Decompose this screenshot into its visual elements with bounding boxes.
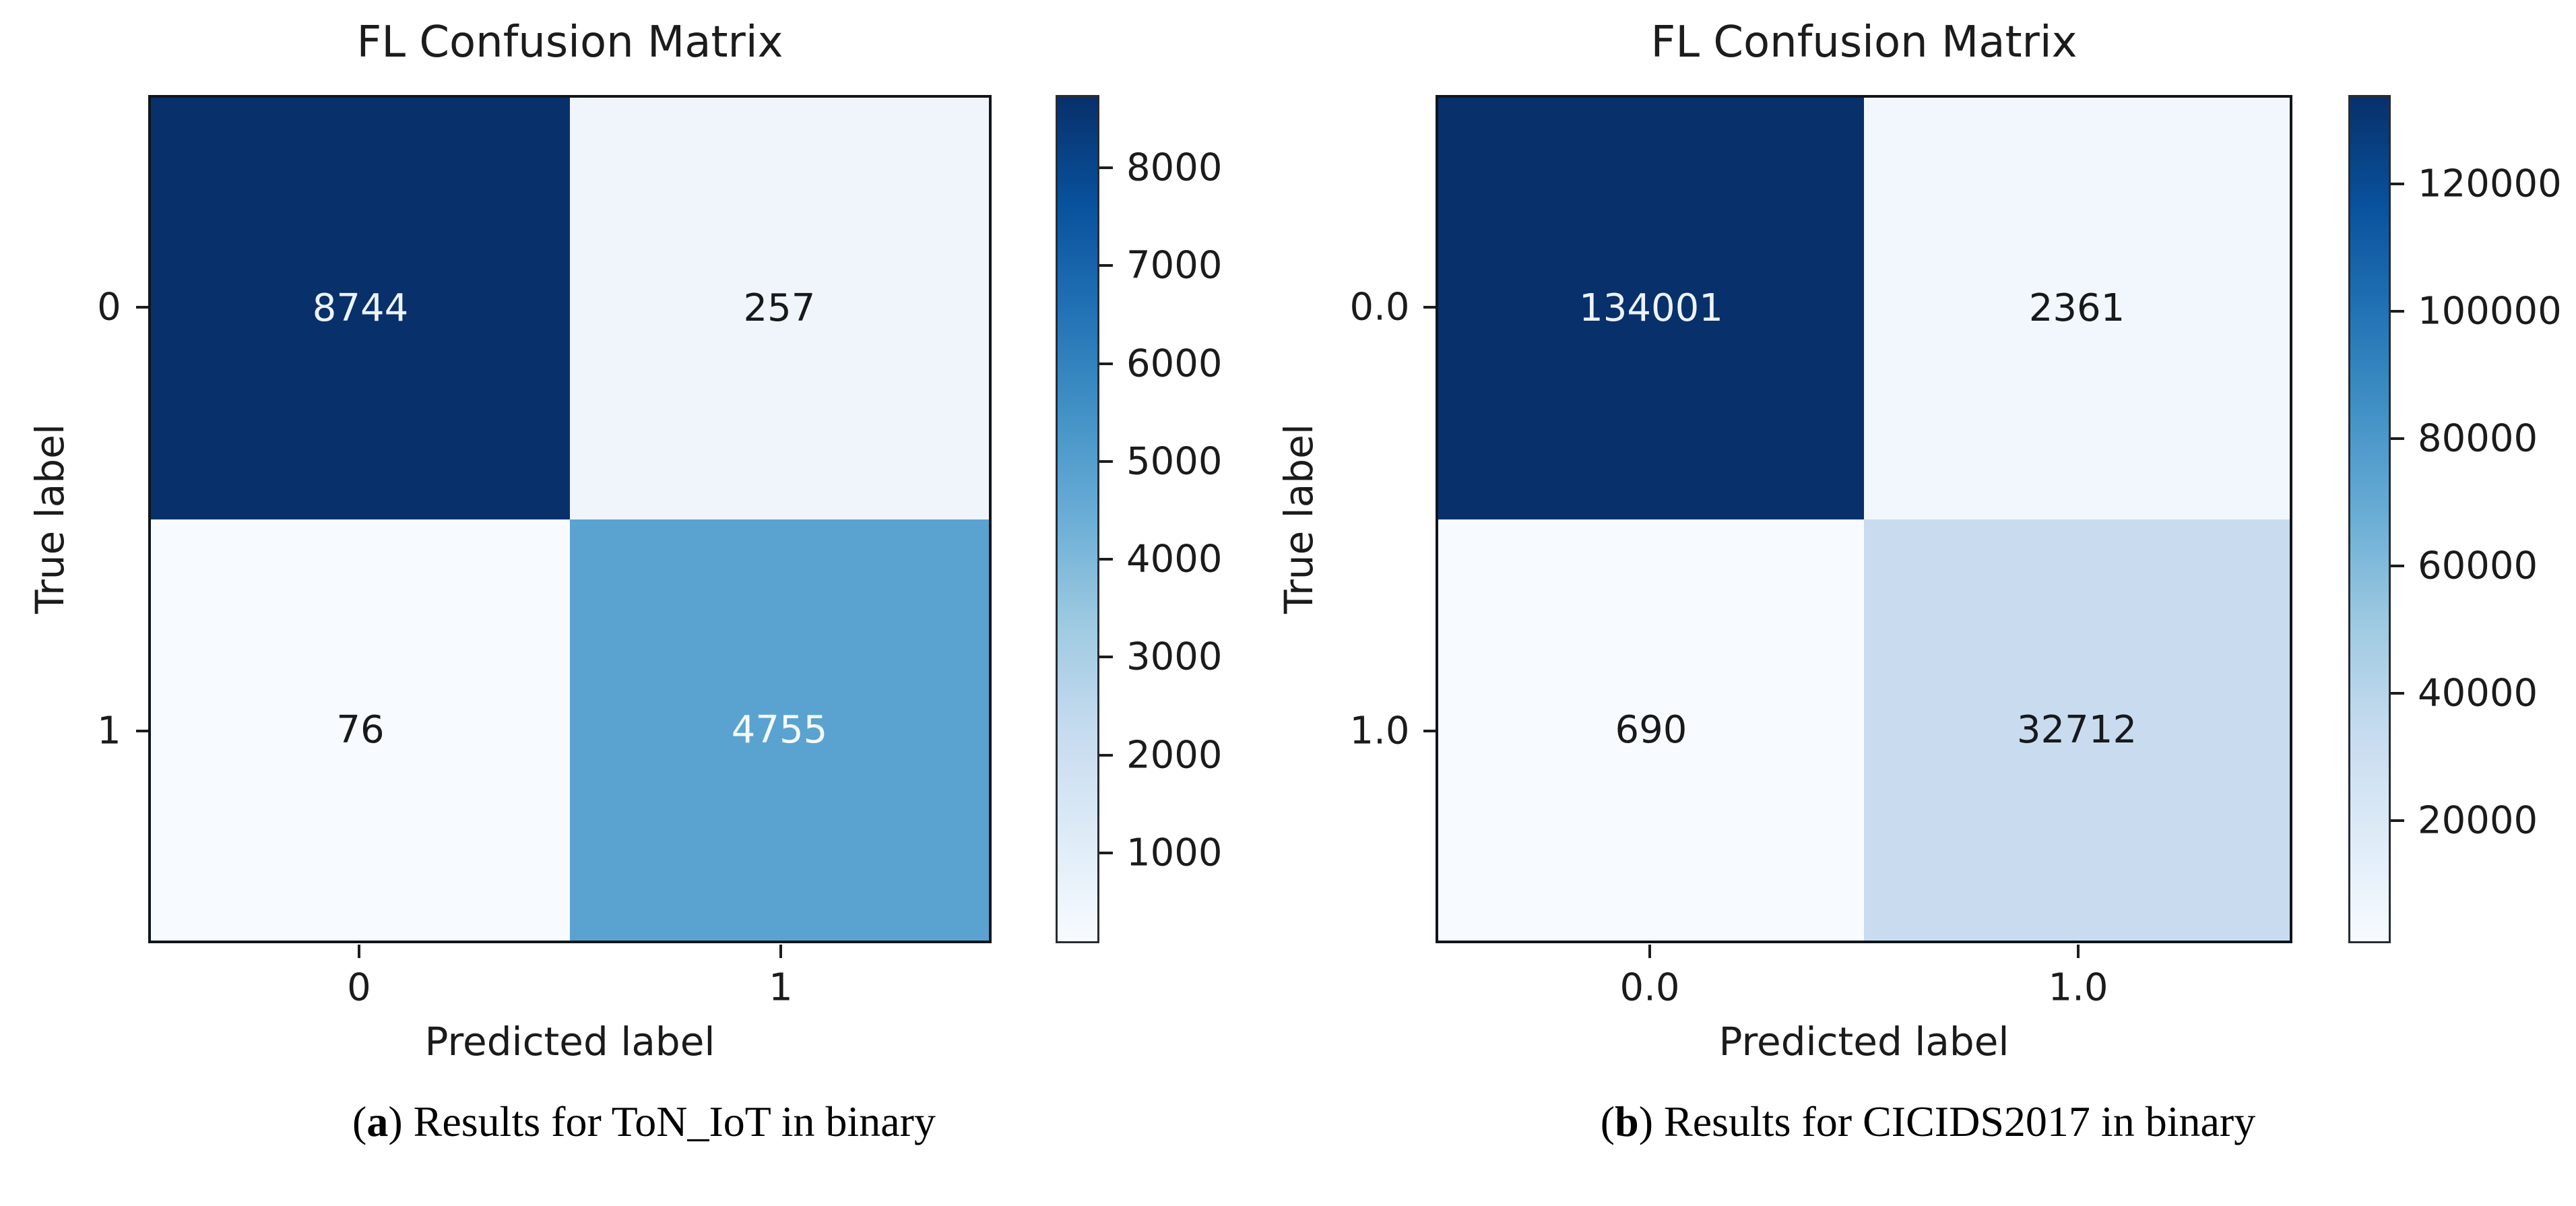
colorbar-tick-mark xyxy=(2391,564,2404,567)
colorbar-ticks: 1000 2000 3000 4000 5000 6000 7000 8000 xyxy=(1099,0,1301,1206)
confusion-matrix-heatmap: 134001 2361 690 32712 xyxy=(1436,95,2292,943)
y-axis-label: True label xyxy=(1276,424,1322,614)
confusion-matrix-panel-a: FL Confusion Matrix 8744 257 76 4755 0 1… xyxy=(0,18,1288,1147)
subfigure-caption-b: (b) Results for CICIDS2017 in binary xyxy=(1280,1097,2576,1147)
subfigure-caption-a: (a) Results for ToN_IoT in binary xyxy=(0,1097,1288,1147)
x-tick-label-1: 1 xyxy=(769,965,793,1010)
colorbar-tick-mark xyxy=(1099,558,1113,561)
caption-open-paren: ( xyxy=(1600,1098,1615,1145)
colorbar-tick-label: 20000 xyxy=(2418,798,2538,843)
colorbar-tick-mark xyxy=(1099,362,1113,365)
y-axis-tick-mark xyxy=(1423,730,1436,732)
plot-title: FL Confusion Matrix xyxy=(356,18,783,67)
colorbar-tick-mark xyxy=(1099,656,1113,659)
caption-text: Results for CICIDS2017 in binary xyxy=(1664,1098,2256,1145)
colorbar-tick-mark xyxy=(2391,437,2404,440)
colorbar-tick-mark xyxy=(1099,753,1113,757)
x-axis-tick-mark xyxy=(2077,945,2080,958)
matrix-cell-true1-pred0: 690 xyxy=(1438,519,1864,941)
x-tick-label-0: 0.0 xyxy=(1619,965,1680,1010)
colorbar-tick-label: 5000 xyxy=(1126,439,1223,484)
y-axis-label: True label xyxy=(27,424,73,614)
x-axis-tick-mark xyxy=(779,945,782,958)
x-axis-label: Predicted label xyxy=(1718,1019,2009,1065)
matrix-cell-true0-pred1: 2361 xyxy=(1864,98,2290,519)
colorbar-tick-label: 80000 xyxy=(2418,416,2538,461)
colorbar-tick-mark xyxy=(2391,310,2404,313)
colorbar-tick-label: 40000 xyxy=(2418,671,2538,716)
colorbar-tick-mark xyxy=(2391,819,2404,822)
caption-index: b xyxy=(1615,1098,1639,1145)
colorbar-gradient xyxy=(2348,95,2391,943)
colorbar-tick-label: 120000 xyxy=(2418,162,2562,206)
x-axis-label: Predicted label xyxy=(424,1019,715,1065)
x-axis-tick-mark xyxy=(358,945,360,958)
colorbar-tick-label: 7000 xyxy=(1126,243,1223,288)
colorbar-tick-mark xyxy=(2391,691,2404,695)
matrix-cell-true0-pred0: 134001 xyxy=(1438,98,1864,519)
caption-close-paren: ) xyxy=(388,1098,414,1145)
x-axis-tick-mark xyxy=(1648,945,1651,958)
x-tick-label-1: 1.0 xyxy=(2048,965,2108,1010)
y-axis-tick-mark xyxy=(136,306,148,309)
colorbar-tick-mark xyxy=(1099,264,1113,267)
matrix-cell-true0-pred1: 257 xyxy=(570,98,989,519)
colorbar-ticks: 20000 40000 60000 80000 100000 120000 xyxy=(2391,0,2576,1206)
colorbar-tick-label: 4000 xyxy=(1126,537,1223,581)
colorbar-tick-label: 8000 xyxy=(1126,146,1223,190)
y-tick-label-0: 0.0 xyxy=(1349,285,1410,329)
colorbar-tick-label: 2000 xyxy=(1126,733,1223,777)
caption-text: Results for ToN_IoT in binary xyxy=(413,1098,936,1145)
confusion-matrix-panel-b: FL Confusion Matrix 134001 2361 690 3271… xyxy=(1276,0,2576,1206)
matrix-cell-true1-pred1: 4755 xyxy=(570,519,989,941)
colorbar-tick-label: 6000 xyxy=(1126,342,1223,386)
matrix-cell-true1-pred0: 76 xyxy=(151,519,570,941)
colorbar-tick-label: 100000 xyxy=(2418,289,2562,334)
colorbar-tick-mark xyxy=(1099,851,1113,854)
x-tick-label-0: 0 xyxy=(347,965,371,1010)
colorbar-tick-mark xyxy=(1099,166,1113,170)
confusion-matrix-heatmap: 8744 257 76 4755 xyxy=(148,95,992,943)
colorbar-tick-mark xyxy=(1099,459,1113,463)
y-axis-tick-mark xyxy=(136,730,148,732)
colorbar-tick-label: 3000 xyxy=(1126,635,1223,679)
caption-index: a xyxy=(366,1098,389,1145)
caption-close-paren: ) xyxy=(1638,1098,1665,1145)
caption-open-paren: ( xyxy=(352,1098,367,1145)
plot-title: FL Confusion Matrix xyxy=(1650,18,2078,67)
colorbar-tick-label: 1000 xyxy=(1126,831,1223,875)
y-axis-tick-mark xyxy=(1423,306,1436,309)
matrix-cell-true0-pred0: 8744 xyxy=(151,98,570,519)
y-tick-label-1: 1.0 xyxy=(1349,709,1410,753)
colorbar-tick-label: 60000 xyxy=(2418,544,2538,588)
colorbar-tick-mark xyxy=(2391,183,2404,186)
y-tick-label-1: 1 xyxy=(97,709,121,753)
matrix-cell-true1-pred1: 32712 xyxy=(1864,519,2290,941)
y-tick-label-0: 0 xyxy=(97,285,121,329)
colorbar-gradient xyxy=(1056,95,1099,943)
